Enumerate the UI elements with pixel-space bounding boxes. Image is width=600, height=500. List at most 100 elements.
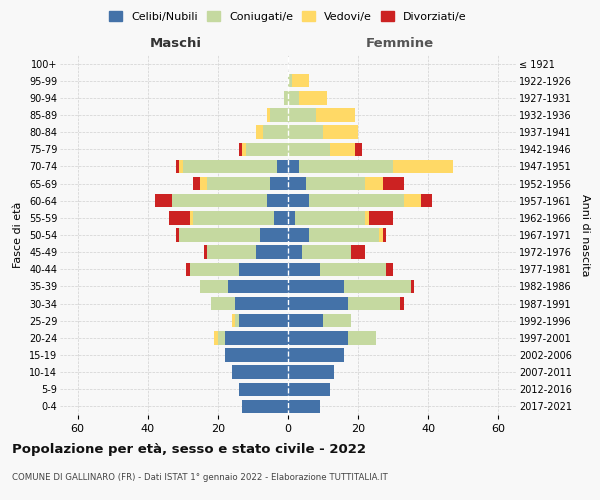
Bar — [288, 108, 316, 122]
Bar — [383, 228, 386, 241]
Bar — [323, 314, 351, 328]
Bar — [299, 91, 326, 104]
Bar — [288, 382, 330, 396]
Bar — [179, 160, 183, 173]
Bar — [186, 262, 190, 276]
Bar — [288, 280, 344, 293]
Bar — [288, 74, 292, 88]
Bar — [411, 280, 414, 293]
Bar — [288, 297, 347, 310]
Bar — [368, 211, 393, 224]
Bar — [355, 142, 362, 156]
Bar — [179, 228, 260, 241]
Bar — [200, 177, 208, 190]
Y-axis label: Fasce di età: Fasce di età — [13, 202, 23, 268]
Bar — [235, 314, 239, 328]
Bar — [176, 228, 179, 241]
Text: Popolazione per età, sesso e stato civile - 2022: Popolazione per età, sesso e stato civil… — [12, 442, 366, 456]
Bar — [208, 246, 256, 259]
Bar — [172, 194, 267, 207]
Bar — [204, 246, 208, 259]
Bar — [299, 160, 393, 173]
Bar — [288, 228, 309, 241]
Bar — [239, 142, 242, 156]
Bar — [246, 142, 288, 156]
Bar — [400, 297, 404, 310]
Bar — [239, 262, 288, 276]
Y-axis label: Anni di nascita: Anni di nascita — [580, 194, 590, 276]
Text: Maschi: Maschi — [150, 37, 202, 50]
Bar — [232, 314, 235, 328]
Bar — [288, 262, 320, 276]
Bar — [365, 211, 368, 224]
Bar — [225, 348, 288, 362]
Bar — [288, 91, 299, 104]
Bar — [263, 126, 288, 139]
Bar — [288, 126, 323, 139]
Bar — [235, 297, 288, 310]
Bar — [208, 177, 271, 190]
Bar — [242, 142, 246, 156]
Bar — [305, 177, 365, 190]
Bar — [347, 331, 376, 344]
Bar — [404, 194, 421, 207]
Bar — [288, 194, 309, 207]
Bar — [379, 228, 383, 241]
Bar — [193, 177, 200, 190]
Bar — [277, 160, 288, 173]
Bar — [155, 194, 172, 207]
Bar — [288, 246, 302, 259]
Bar — [288, 331, 347, 344]
Bar — [169, 211, 190, 224]
Bar — [267, 108, 271, 122]
Bar — [260, 228, 288, 241]
Bar — [320, 262, 386, 276]
Bar — [323, 126, 358, 139]
Bar — [225, 331, 288, 344]
Bar — [386, 262, 393, 276]
Bar — [316, 108, 355, 122]
Bar — [383, 177, 404, 190]
Bar — [421, 194, 432, 207]
Legend: Celibi/Nubili, Coniugati/e, Vedovi/e, Divorziati/e: Celibi/Nubili, Coniugati/e, Vedovi/e, Di… — [106, 8, 470, 25]
Bar — [229, 280, 288, 293]
Bar — [344, 280, 411, 293]
Bar — [271, 177, 288, 190]
Bar — [211, 297, 235, 310]
Bar — [239, 314, 288, 328]
Text: Femmine: Femmine — [366, 37, 434, 50]
Bar — [309, 228, 379, 241]
Bar — [288, 160, 299, 173]
Bar — [288, 366, 334, 379]
Bar — [309, 194, 404, 207]
Bar — [218, 331, 225, 344]
Bar — [239, 382, 288, 396]
Bar — [200, 280, 229, 293]
Bar — [256, 126, 263, 139]
Bar — [288, 314, 323, 328]
Bar — [347, 297, 400, 310]
Bar — [288, 400, 320, 413]
Bar — [284, 91, 288, 104]
Bar — [351, 246, 365, 259]
Bar — [176, 160, 179, 173]
Bar — [214, 331, 218, 344]
Bar — [267, 194, 288, 207]
Bar — [292, 74, 309, 88]
Bar — [190, 211, 193, 224]
Bar — [288, 177, 305, 190]
Bar — [256, 246, 288, 259]
Bar — [183, 160, 277, 173]
Bar — [393, 160, 453, 173]
Bar — [193, 211, 274, 224]
Bar — [271, 108, 288, 122]
Bar — [190, 262, 239, 276]
Bar — [330, 142, 355, 156]
Bar — [288, 348, 344, 362]
Bar — [288, 211, 295, 224]
Bar — [365, 177, 383, 190]
Bar — [302, 246, 351, 259]
Text: COMUNE DI GALLINARO (FR) - Dati ISTAT 1° gennaio 2022 - Elaborazione TUTTITALIA.: COMUNE DI GALLINARO (FR) - Dati ISTAT 1°… — [12, 472, 388, 482]
Bar — [288, 142, 330, 156]
Bar — [242, 400, 288, 413]
